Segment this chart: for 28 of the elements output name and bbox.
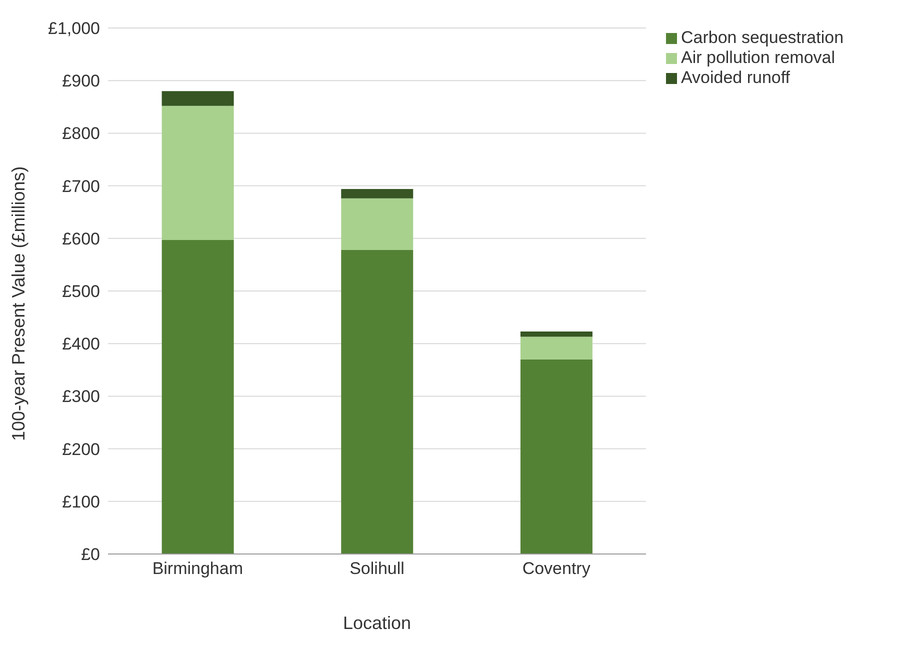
y-tick-label: £600 — [62, 229, 100, 248]
y-tick-label: £500 — [62, 282, 100, 302]
y-tick-label: £1,000 — [48, 19, 100, 38]
legend-label: Air pollution removal — [681, 48, 836, 67]
bar — [162, 106, 234, 240]
x-axis-title: Location — [342, 613, 412, 633]
y-tick-label: £0 — [81, 545, 100, 564]
bar — [520, 359, 592, 554]
legend-label: Carbon sequestration — [681, 28, 844, 47]
bar — [162, 91, 234, 106]
y-axis-title: 100-year Present Value (£millions) — [8, 166, 28, 441]
bar — [520, 336, 592, 360]
y-tick-label: £100 — [62, 492, 100, 512]
bar — [341, 188, 414, 198]
y-tick-label: £200 — [62, 440, 100, 459]
bar — [341, 198, 414, 250]
y-tick-label: £800 — [62, 124, 100, 144]
y-tick-label: £700 — [62, 176, 100, 196]
x-tick-label: Solihull — [350, 559, 404, 578]
bar — [341, 250, 414, 554]
bar — [520, 332, 592, 337]
y-tick-label: £300 — [62, 387, 100, 406]
x-tick-label: Birmingham — [152, 559, 244, 578]
legend-label: Avoided runoff — [681, 68, 790, 87]
bar — [162, 240, 234, 554]
x-tick-label: Coventry — [522, 559, 591, 578]
y-tick-label: £400 — [62, 334, 100, 354]
y-tick-label: £900 — [62, 72, 100, 91]
